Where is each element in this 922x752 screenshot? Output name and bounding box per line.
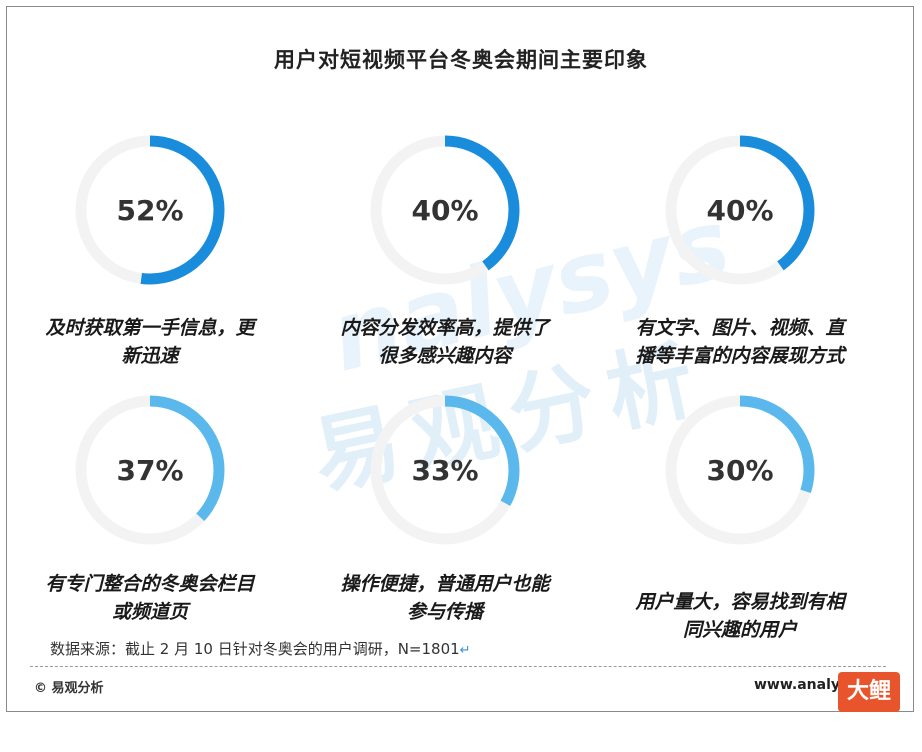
- donut-value-label-1: 52%: [116, 194, 183, 227]
- return-mark-icon: ↵: [459, 643, 471, 658]
- caption-line: 同兴趣的用户: [682, 619, 797, 641]
- caption-line: 参与传播: [406, 601, 483, 623]
- donut-4: 37%: [75, 395, 225, 545]
- donut-caption-1: 及时获取第一手信息，更 新迅速: [25, 314, 275, 370]
- donut-2: 40%: [370, 135, 520, 285]
- donut-caption-4: 有专门整合的冬奥会栏目 或频道页: [25, 570, 275, 626]
- footer-brand: © 易观分析: [34, 681, 104, 696]
- data-source-text: 数据来源：截止 2 月 10 日针对冬奥会的用户调研，N=1801: [50, 640, 460, 658]
- donut-chart-grid: 52% 40% 40% 37% 33% 30%: [75, 135, 815, 545]
- donut-value-label-5: 33%: [411, 454, 478, 487]
- chart-title: 用户对短视频平台冬奥会期间主要印象: [274, 48, 648, 72]
- donut-caption-5: 操作便捷，普通用户也能 参与传播: [320, 570, 570, 626]
- caption-line: 有专门整合的冬奥会栏目: [45, 573, 255, 595]
- donut-value-label-6: 30%: [706, 454, 773, 487]
- caption-line: 新迅速: [121, 345, 179, 367]
- footer-badge-logo: 大鲤鱼: [838, 672, 900, 744]
- donut-value-label-4: 37%: [116, 454, 183, 487]
- donut-caption-6: 用户量大，容易找到有相 同兴趣的用户: [615, 588, 865, 644]
- donut-value-label-3: 40%: [706, 194, 773, 227]
- caption-line: 用户量大，容易找到有相: [635, 591, 845, 613]
- footer-divider: [30, 666, 886, 667]
- caption-line: 播等丰富的内容展现方式: [635, 345, 845, 367]
- caption-line: 有文字、图片、视频、直: [635, 317, 845, 339]
- caption-line: 操作便捷，普通用户也能: [340, 573, 550, 595]
- donut-arc-6: [665, 395, 815, 545]
- donut-arc-4: [75, 395, 225, 545]
- donut-arc-2: [370, 135, 520, 285]
- caption-line: 或频道页: [111, 601, 188, 623]
- chart-frame: [6, 6, 914, 712]
- donut-1: 52%: [75, 135, 225, 285]
- caption-line: 内容分发效率高，提供了: [340, 317, 550, 339]
- donut-caption-2: 内容分发效率高，提供了 很多感兴趣内容: [320, 314, 570, 370]
- donut-3: 40%: [665, 135, 815, 285]
- donut-arc-3: [665, 135, 815, 285]
- donut-6: 30%: [665, 395, 815, 545]
- donut-arc-1: [75, 135, 225, 285]
- donut-5: 33%: [370, 395, 520, 545]
- donut-caption-3: 有文字、图片、视频、直 播等丰富的内容展现方式: [615, 314, 865, 370]
- donut-arc-5: [370, 395, 520, 545]
- caption-line: 很多感兴趣内容: [378, 345, 512, 367]
- data-source: 数据来源：截止 2 月 10 日针对冬奥会的用户调研，N=1801↵: [50, 638, 471, 659]
- donut-value-label-2: 40%: [411, 194, 478, 227]
- caption-line: 及时获取第一手信息，更: [45, 317, 255, 339]
